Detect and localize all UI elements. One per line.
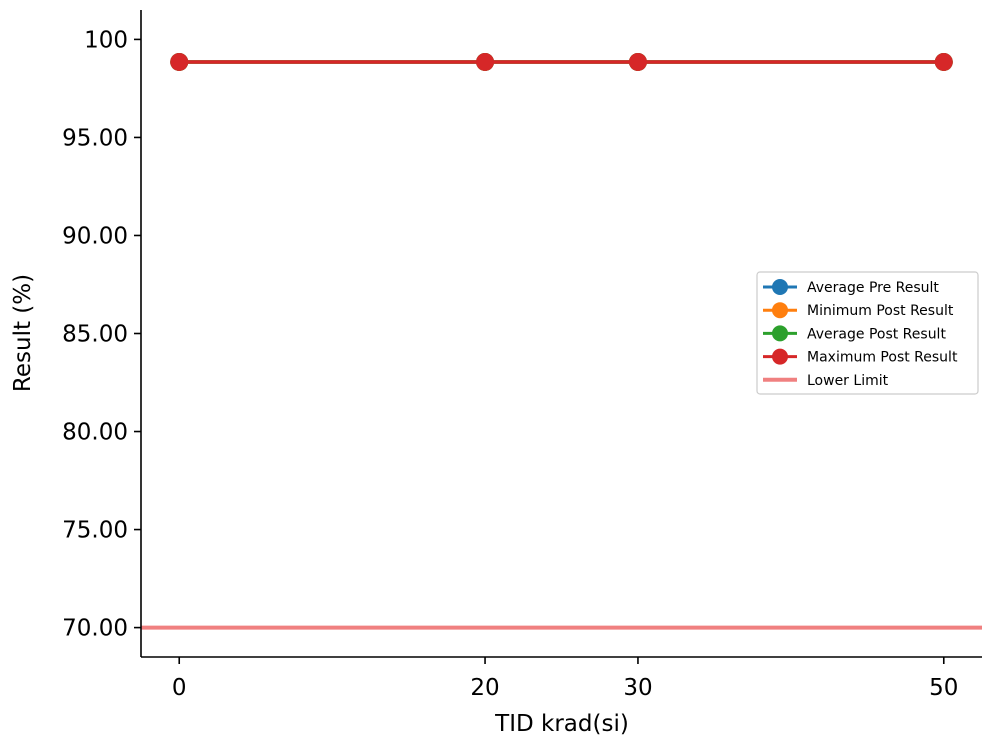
- legend-marker: [772, 279, 788, 295]
- x-tick-label: 0: [172, 675, 187, 701]
- series-4-point: [628, 52, 647, 71]
- legend-entry-label: Average Pre Result: [807, 280, 939, 296]
- legend-entry-label: Minimum Post Result: [807, 303, 954, 319]
- legend-marker: [772, 348, 788, 365]
- legend-box: [756, 271, 979, 395]
- y-tick-label: 75.00: [62, 518, 128, 544]
- y-tick-label: 80.00: [62, 420, 128, 446]
- legend: Average Pre Result Minimum Post Result Ave…: [756, 271, 979, 395]
- x-tick-label: 20: [470, 675, 499, 701]
- legend-marker: [772, 325, 788, 342]
- x-axis-label: TID krad(si): [494, 711, 629, 737]
- y-tick-label: 95.00: [62, 125, 128, 151]
- x-tick-label: 30: [623, 675, 652, 701]
- legend-entry-label: Maximum Post Result: [807, 350, 958, 366]
- legend-entry-label: Lower Limit: [807, 373, 889, 389]
- y-axis-label: Result (%): [10, 274, 36, 392]
- series-4-point: [934, 52, 953, 71]
- legend-marker: [772, 302, 788, 319]
- series-4-point: [476, 52, 495, 71]
- series-lines: [170, 52, 953, 71]
- y-tick-label: 85.00: [62, 322, 128, 348]
- y-tick-label: 70.00: [62, 616, 128, 642]
- ticks: 70.00 75.00 80.00 85.00 90.00 95.00 100 0 20 30 50: [62, 27, 958, 701]
- x-tick-label: 50: [929, 675, 958, 701]
- series-4-point: [170, 52, 189, 71]
- y-tick-label: 90.00: [62, 223, 128, 249]
- y-tick-label: 100: [84, 27, 128, 53]
- legend-entry-label: Average Post Result: [807, 326, 946, 342]
